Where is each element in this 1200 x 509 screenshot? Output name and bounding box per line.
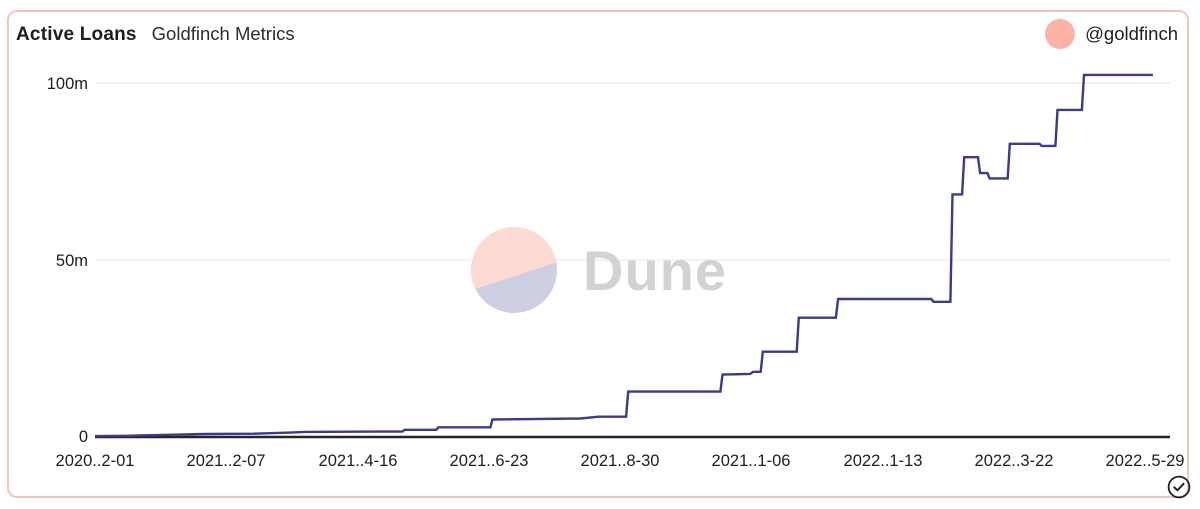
verified-check-icon: [1167, 475, 1191, 499]
x-tick-5: 2021..8-30: [581, 452, 660, 470]
x-tick-3: 2021..4-16: [319, 452, 398, 470]
x-tick-7: 2022..1-13: [844, 452, 923, 470]
x-tick-8: 2022..3-22: [975, 452, 1054, 470]
x-tick-1: 2020..2-01: [56, 452, 135, 470]
chart-subtitle: Goldfinch Metrics: [151, 22, 295, 44]
y-tick-100m: 100m: [47, 75, 88, 93]
author-link[interactable]: @goldfinch: [1045, 19, 1178, 49]
chart-header: Active Loans Goldfinch Metrics @goldfinc…: [16, 19, 1178, 49]
dune-watermark: Dune: [471, 227, 727, 313]
x-tick-6: 2021..1-06: [712, 452, 791, 470]
x-tick-9: 2022..5-29: [1106, 452, 1185, 470]
chart-title: Active Loans: [16, 23, 137, 45]
chart-titles: Active Loans Goldfinch Metrics: [16, 23, 295, 46]
x-tick-4: 2021..6-23: [450, 452, 529, 470]
dune-logo-icon: [471, 227, 557, 313]
author-avatar: [1045, 19, 1076, 49]
y-tick-50m: 50m: [56, 252, 88, 270]
x-axis-ticks: 2020..2-01 2021..2-07 2021..4-16 2021..6…: [56, 452, 1185, 470]
x-tick-2: 2021..2-07: [187, 452, 266, 470]
author-handle: @goldfinch: [1085, 23, 1178, 44]
y-tick-0: 0: [79, 428, 88, 446]
dune-watermark-text: Dune: [583, 239, 727, 302]
y-axis-ticks: 100m 50m 0: [47, 75, 88, 446]
active-loans-line: [94, 73, 1153, 438]
